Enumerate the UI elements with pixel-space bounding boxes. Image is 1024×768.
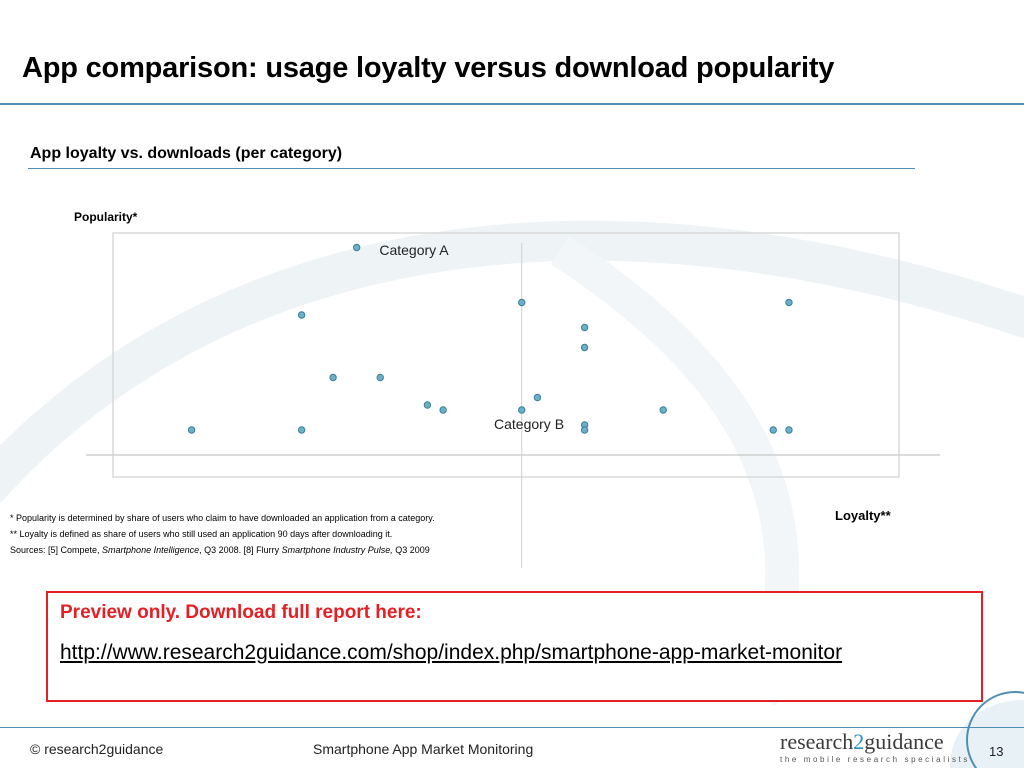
scatter-point-18 — [785, 298, 793, 307]
footnote-popularity: * Popularity is determined by share of u… — [10, 513, 435, 523]
scatter-point-2 — [297, 426, 306, 434]
scatter-point-8 — [439, 406, 447, 414]
scatter-point-10 — [518, 406, 526, 414]
footnote-loyalty: ** Loyalty is defined as share of users … — [10, 529, 393, 539]
logo-tagline: the mobile research specialists — [780, 755, 970, 764]
scatter-point-6 — [376, 373, 384, 382]
scatter-point-17 — [769, 426, 777, 434]
research2guidance-logo: research2guidance the mobile research sp… — [780, 729, 970, 765]
page-number: 13 — [989, 744, 1004, 759]
footer-title: Smartphone App Market Monitoring — [313, 741, 534, 757]
slide-title: App comparison: usage loyalty versus dow… — [22, 52, 835, 84]
preview-box: Preview only. Download full report here:… — [46, 591, 983, 702]
scatter-point-15 — [580, 426, 589, 434]
scatter-point-9 — [518, 298, 526, 307]
preview-title: Preview only. Download full report here: — [60, 602, 422, 623]
scatter-point-7 — [423, 401, 432, 409]
scatter-point-3 — [297, 311, 306, 319]
scatter-point-12 — [580, 323, 589, 332]
points-layer — [187, 243, 793, 434]
scatter-point-1 — [187, 426, 196, 434]
plot-frame — [112, 232, 900, 478]
y-axis-label: Popularity* — [74, 210, 138, 224]
download-report-link[interactable]: http://www.research2guidance.com/shop/in… — [60, 641, 843, 664]
scatter-point-5 — [352, 243, 361, 252]
scatter-point-16 — [659, 406, 667, 414]
footer-copyright: © research2guidance — [30, 741, 164, 757]
chart-heading-divider — [28, 168, 915, 169]
scatter-point-11 — [533, 393, 542, 402]
title-divider — [0, 103, 1024, 105]
x-axis-label: Loyalty** — [835, 508, 891, 523]
scatter-point-19 — [785, 426, 793, 434]
chart-heading: App loyalty vs. downloads (per category) — [30, 145, 343, 162]
footer-divider — [0, 727, 1024, 728]
footnote-sources: Sources: [5] Compete, Smartphone Intelli… — [10, 545, 430, 555]
annotation-category-a: Category A — [379, 242, 449, 258]
scatter-point-4 — [329, 373, 337, 382]
scatter-point-13 — [580, 343, 589, 352]
annotation-category-b: Category B — [494, 416, 565, 432]
footnotes: * Popularity is determined by share of u… — [10, 510, 435, 558]
